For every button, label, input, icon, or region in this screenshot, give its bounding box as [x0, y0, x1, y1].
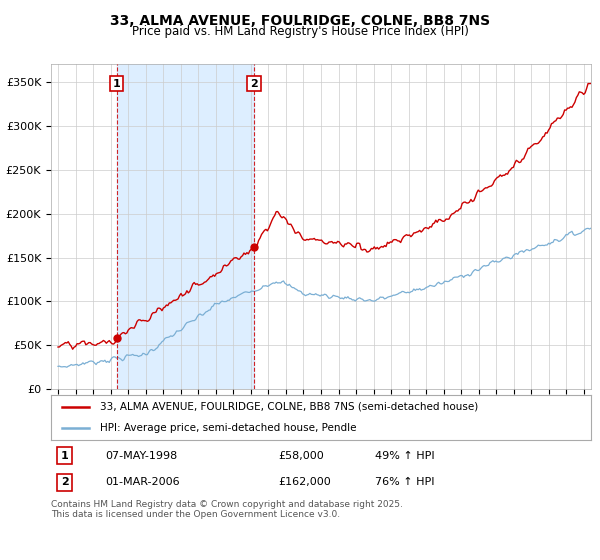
Text: 33, ALMA AVENUE, FOULRIDGE, COLNE, BB8 7NS: 33, ALMA AVENUE, FOULRIDGE, COLNE, BB8 7… [110, 14, 490, 28]
Text: 2: 2 [250, 79, 258, 88]
Text: 1: 1 [61, 451, 68, 461]
Text: 2: 2 [61, 477, 68, 487]
Text: 49% ↑ HPI: 49% ↑ HPI [375, 451, 434, 461]
Text: 07-MAY-1998: 07-MAY-1998 [105, 451, 177, 461]
Text: 33, ALMA AVENUE, FOULRIDGE, COLNE, BB8 7NS (semi-detached house): 33, ALMA AVENUE, FOULRIDGE, COLNE, BB8 7… [100, 402, 478, 412]
Text: 76% ↑ HPI: 76% ↑ HPI [375, 477, 434, 487]
Text: Contains HM Land Registry data © Crown copyright and database right 2025.
This d: Contains HM Land Registry data © Crown c… [51, 500, 403, 519]
Text: HPI: Average price, semi-detached house, Pendle: HPI: Average price, semi-detached house,… [100, 422, 356, 432]
Text: Price paid vs. HM Land Registry's House Price Index (HPI): Price paid vs. HM Land Registry's House … [131, 25, 469, 38]
Text: 1: 1 [113, 79, 121, 88]
Text: 01-MAR-2006: 01-MAR-2006 [105, 477, 179, 487]
Text: £162,000: £162,000 [278, 477, 331, 487]
Bar [117, 64, 254, 389]
Text: £58,000: £58,000 [278, 451, 323, 461]
